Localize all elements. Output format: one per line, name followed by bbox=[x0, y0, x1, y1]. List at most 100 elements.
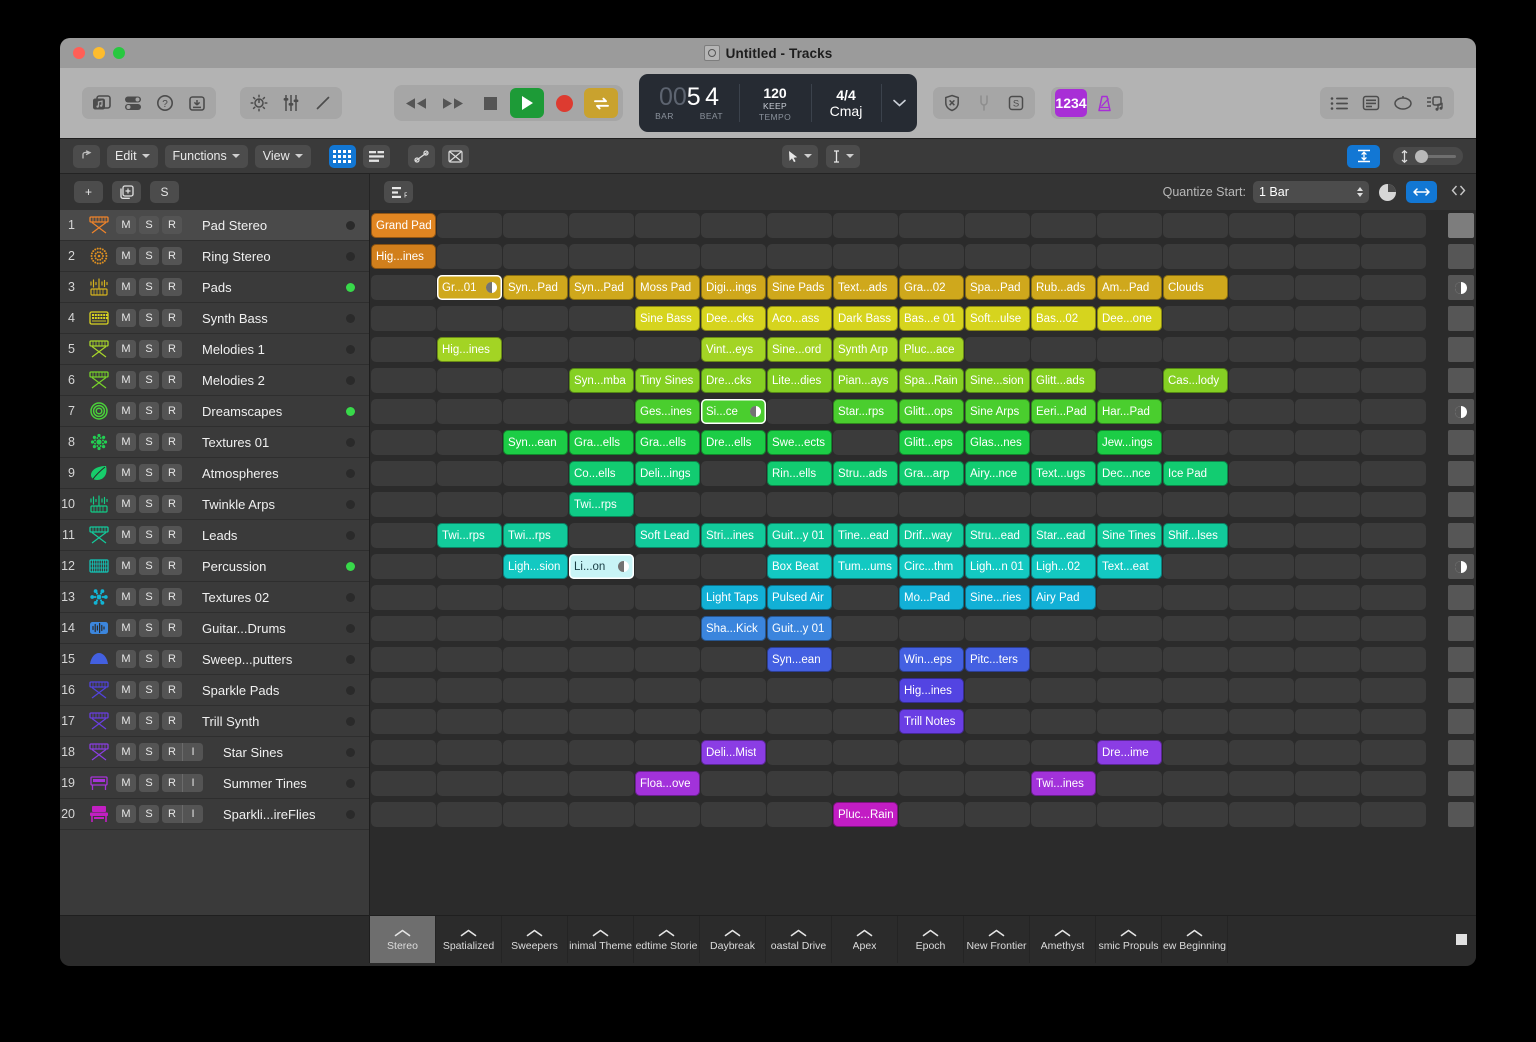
record-button[interactable]: R bbox=[162, 650, 182, 668]
empty-cell[interactable] bbox=[569, 709, 634, 734]
stop-cell[interactable] bbox=[1446, 613, 1476, 644]
empty-cell[interactable] bbox=[767, 802, 832, 827]
empty-cell[interactable] bbox=[1361, 709, 1426, 734]
empty-cell[interactable] bbox=[1031, 492, 1096, 517]
solo-button[interactable]: S bbox=[139, 526, 159, 544]
solo-button[interactable]: S bbox=[139, 619, 159, 637]
stop-cell[interactable] bbox=[1446, 799, 1476, 830]
window-controls[interactable] bbox=[73, 47, 125, 59]
empty-cell[interactable] bbox=[437, 616, 502, 641]
clip-cell[interactable]: Guit...y 01 bbox=[767, 616, 832, 641]
track-row[interactable]: 17 M S R Trill Synth bbox=[60, 706, 369, 737]
empty-cell[interactable] bbox=[1295, 585, 1360, 610]
empty-cell[interactable] bbox=[965, 244, 1030, 269]
empty-cell[interactable] bbox=[767, 678, 832, 703]
clip-cell[interactable]: Tum...ums bbox=[833, 554, 898, 579]
empty-cell[interactable] bbox=[1097, 616, 1162, 641]
record-button[interactable]: R bbox=[162, 402, 182, 420]
stop-cell[interactable] bbox=[1446, 551, 1476, 582]
empty-cell[interactable] bbox=[569, 678, 634, 703]
clip-cell[interactable]: Rin...ells bbox=[767, 461, 832, 486]
clip-cell[interactable]: Circ...thm bbox=[899, 554, 964, 579]
text-cursor-tool[interactable] bbox=[826, 144, 860, 168]
clip-cell[interactable]: Twi...ines bbox=[1031, 771, 1096, 796]
track-row[interactable]: 14 M S R Guitar...Drums bbox=[60, 613, 369, 644]
empty-cell[interactable] bbox=[767, 771, 832, 796]
clip-cell[interactable]: Har...Pad bbox=[1097, 399, 1162, 424]
mixer-icon[interactable] bbox=[276, 90, 306, 117]
stop-cell[interactable] bbox=[1446, 210, 1476, 241]
stop-cell[interactable] bbox=[1446, 675, 1476, 706]
empty-cell[interactable] bbox=[1229, 244, 1294, 269]
menu-view[interactable]: View bbox=[254, 144, 311, 168]
empty-cell[interactable] bbox=[899, 492, 964, 517]
empty-cell[interactable] bbox=[1229, 678, 1294, 703]
empty-cell[interactable] bbox=[1295, 740, 1360, 765]
empty-cell[interactable] bbox=[767, 492, 832, 517]
empty-cell[interactable] bbox=[1097, 585, 1162, 610]
solo-button[interactable]: S bbox=[139, 464, 159, 482]
input-monitor-button[interactable]: I bbox=[182, 743, 203, 761]
scene-button[interactable]: ew Beginning bbox=[1162, 916, 1228, 963]
solo-button[interactable]: S bbox=[139, 681, 159, 699]
vertical-zoom-icon[interactable] bbox=[1347, 144, 1380, 168]
clip-cell[interactable]: Pluc...Rain bbox=[833, 802, 898, 827]
clip-cell[interactable]: Sine Arps bbox=[965, 399, 1030, 424]
empty-cell[interactable] bbox=[899, 213, 964, 238]
clip-cell[interactable]: Bas...e 01 bbox=[899, 306, 964, 331]
clip-cell[interactable]: Twi...rps bbox=[503, 523, 568, 548]
record-button[interactable]: R bbox=[162, 681, 182, 699]
mute-button[interactable]: M bbox=[116, 433, 136, 451]
empty-cell[interactable] bbox=[1163, 678, 1228, 703]
empty-cell[interactable] bbox=[1361, 244, 1426, 269]
empty-cell[interactable] bbox=[1163, 647, 1228, 672]
stop-cell[interactable] bbox=[1446, 737, 1476, 768]
scene-button[interactable]: New Frontier bbox=[964, 916, 1030, 963]
lcd-signature[interactable]: 4/4 Cmaj bbox=[811, 74, 881, 132]
empty-cell[interactable] bbox=[503, 306, 568, 331]
empty-cell[interactable] bbox=[437, 244, 502, 269]
track-name[interactable]: Sweep...putters bbox=[202, 651, 293, 667]
empty-cell[interactable] bbox=[371, 647, 436, 672]
stop-button[interactable] bbox=[473, 88, 507, 118]
record-button[interactable] bbox=[547, 88, 581, 118]
clip-cell[interactable]: Mo...Pad bbox=[899, 585, 964, 610]
empty-cell[interactable] bbox=[1295, 523, 1360, 548]
record-button[interactable]: R bbox=[162, 340, 182, 358]
clip-cell[interactable]: Text...ugs bbox=[1031, 461, 1096, 486]
empty-cell[interactable] bbox=[371, 399, 436, 424]
clip-cell[interactable]: Deli...Mist bbox=[701, 740, 766, 765]
track-row[interactable]: 5 M S R Melodies 1 bbox=[60, 334, 369, 365]
empty-cell[interactable] bbox=[503, 368, 568, 393]
clip-cell[interactable]: Twi...rps bbox=[569, 492, 634, 517]
empty-cell[interactable] bbox=[371, 275, 436, 300]
clip-cell[interactable]: Synth Arp bbox=[833, 337, 898, 362]
library-icon[interactable] bbox=[86, 90, 116, 117]
stop-cell[interactable] bbox=[1446, 458, 1476, 489]
stop-cell[interactable] bbox=[1446, 365, 1476, 396]
flex-icon[interactable] bbox=[441, 144, 469, 168]
empty-cell[interactable] bbox=[1229, 213, 1294, 238]
empty-cell[interactable] bbox=[965, 492, 1030, 517]
scene-button[interactable]: edtime Storie bbox=[634, 916, 700, 963]
empty-cell[interactable] bbox=[1163, 430, 1228, 455]
empty-cell[interactable] bbox=[899, 740, 964, 765]
empty-cell[interactable] bbox=[569, 585, 634, 610]
empty-cell[interactable] bbox=[569, 802, 634, 827]
track-row[interactable]: 1 M S R Pad Stereo bbox=[60, 210, 369, 241]
record-button[interactable]: R bbox=[162, 712, 182, 730]
record-button[interactable]: R bbox=[162, 278, 182, 296]
pointer-tool[interactable] bbox=[782, 144, 818, 168]
clip-cell[interactable]: Spa...Pad bbox=[965, 275, 1030, 300]
clip-cell[interactable]: Star...ead bbox=[1031, 523, 1096, 548]
empty-cell[interactable] bbox=[1229, 368, 1294, 393]
solo-button[interactable]: S bbox=[139, 278, 159, 296]
empty-cell[interactable] bbox=[1295, 492, 1360, 517]
track-row[interactable]: 4 M S R Synth Bass bbox=[60, 303, 369, 334]
download-icon[interactable] bbox=[182, 90, 212, 117]
mute-button[interactable]: M bbox=[116, 619, 136, 637]
track-name[interactable]: Synth Bass bbox=[202, 310, 268, 326]
empty-cell[interactable] bbox=[437, 461, 502, 486]
empty-cell[interactable] bbox=[1361, 213, 1426, 238]
track-row[interactable]: 18 M S R I Star Sines bbox=[60, 737, 369, 768]
